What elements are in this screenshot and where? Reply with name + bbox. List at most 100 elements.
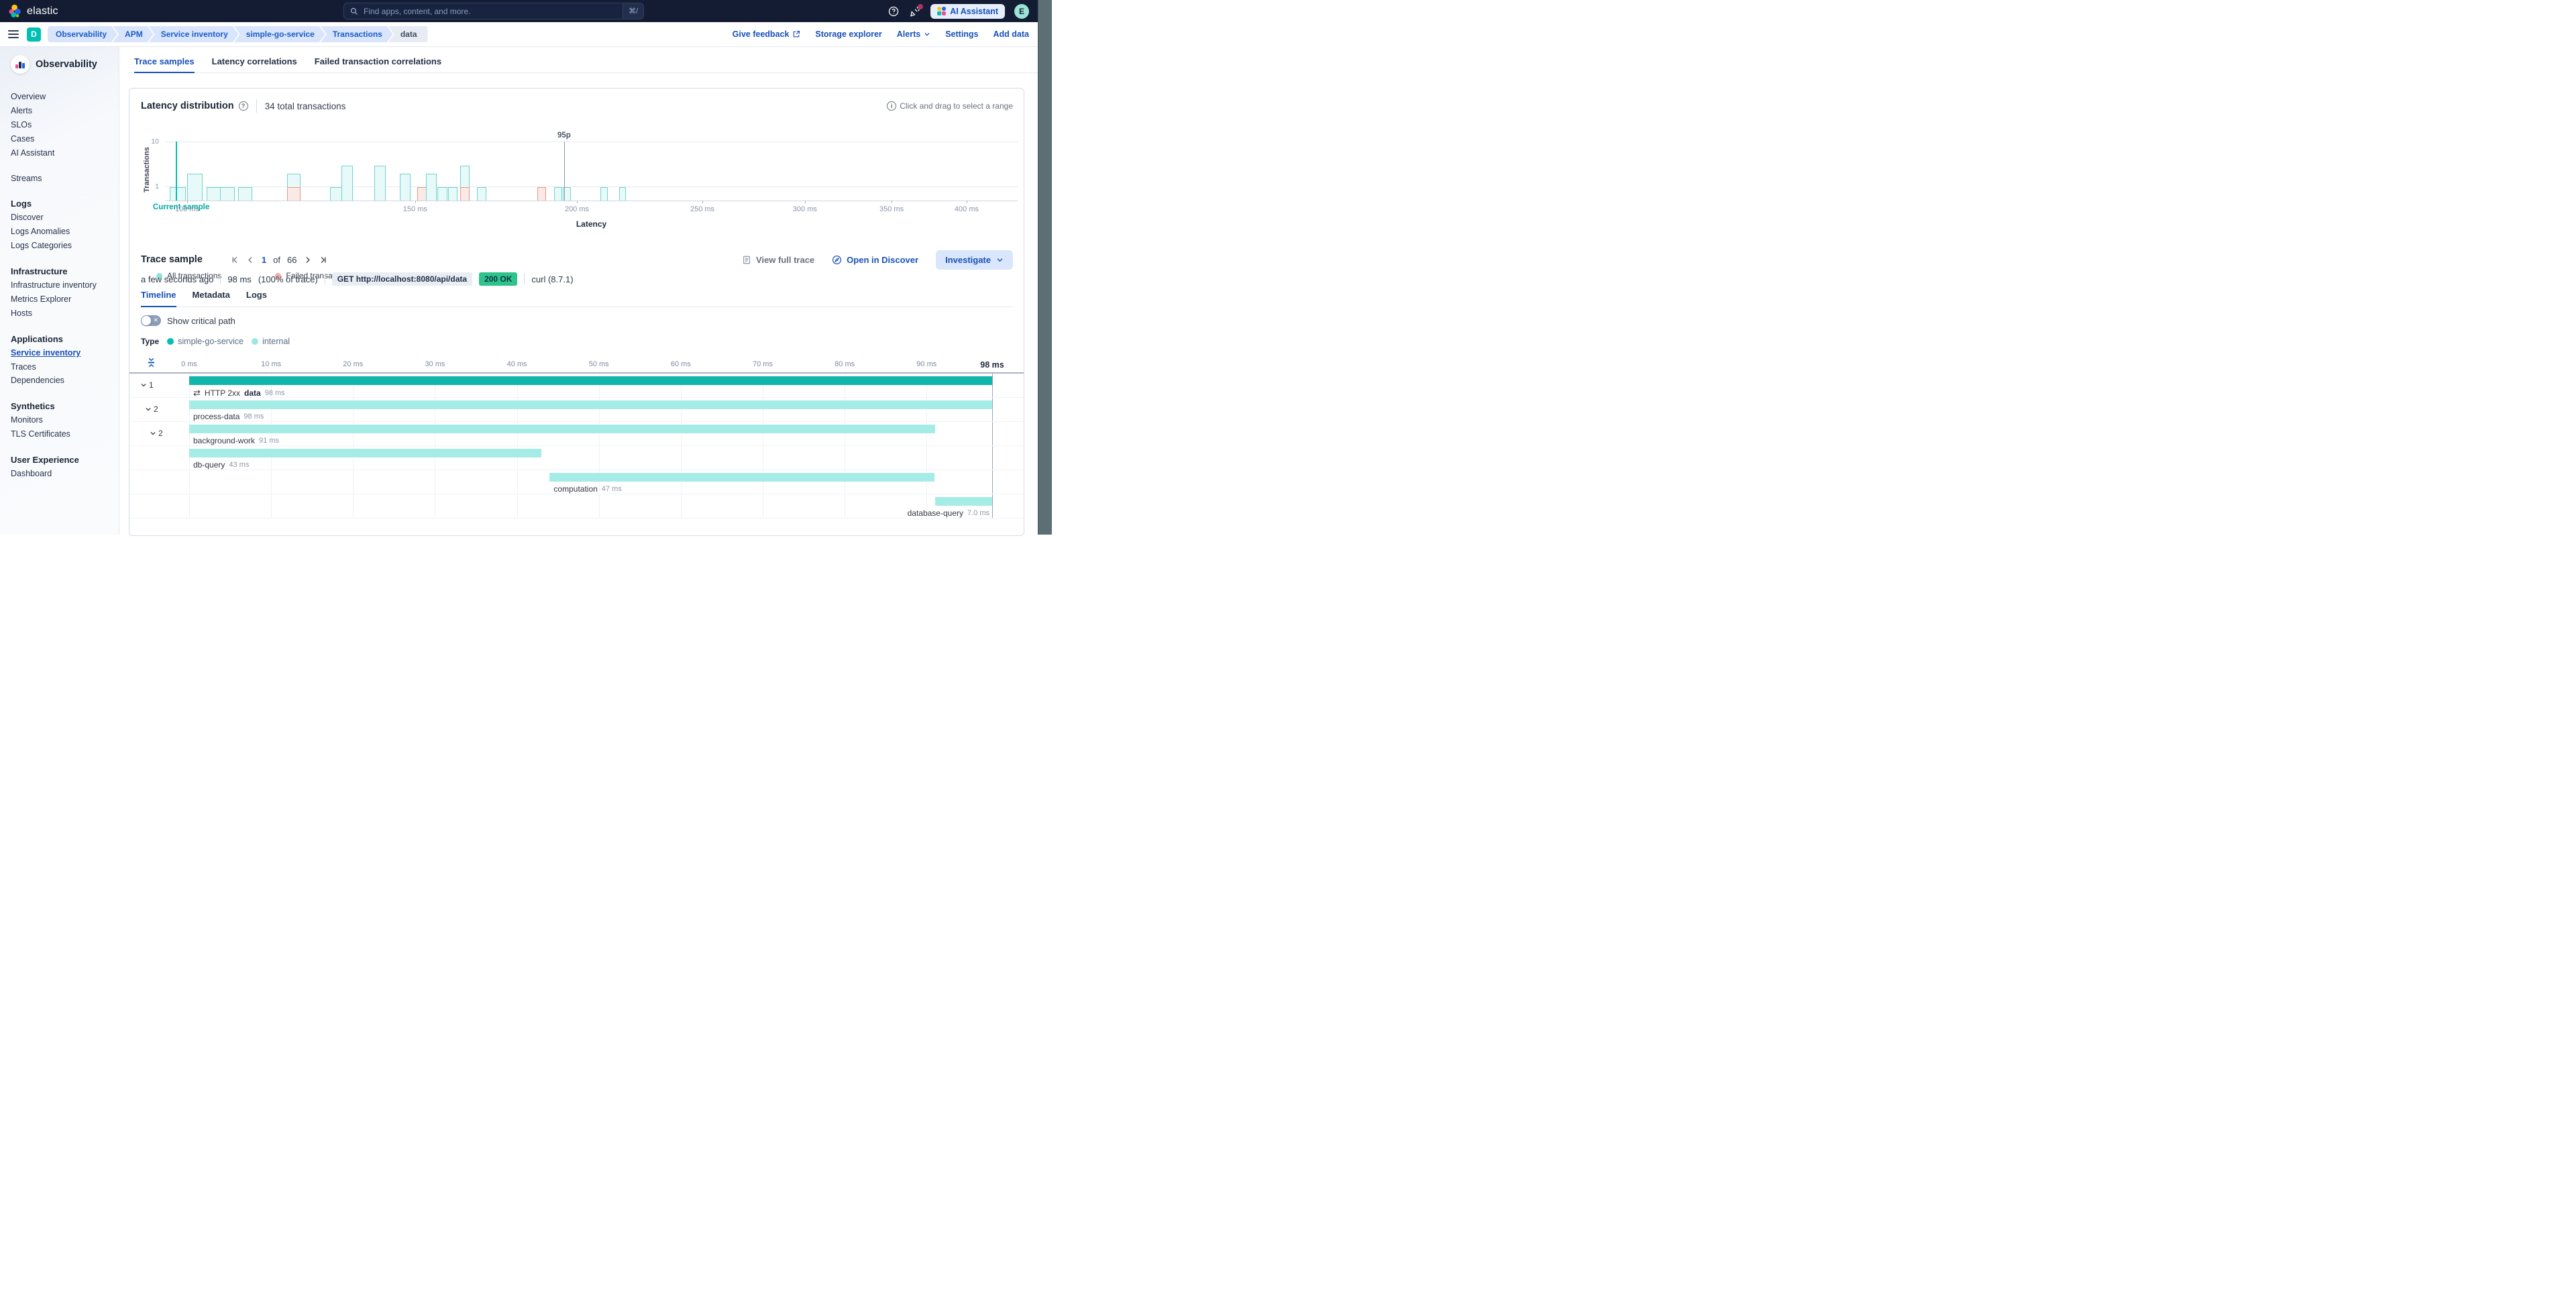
breadcrumb-apm[interactable]: APM [113, 26, 154, 42]
transaction-tabs: Trace samples Latency correlations Failed … [129, 54, 1038, 73]
last-page-button[interactable] [319, 256, 327, 264]
waterfall-axis-tick: 10 ms [261, 360, 281, 368]
waterfall-axis-tick: 90 ms [916, 360, 936, 368]
action-settings[interactable]: Settings [945, 30, 978, 39]
sidebar-item-alerts[interactable]: Alerts [11, 104, 108, 118]
legend-dot [167, 338, 174, 345]
info-icon: i [887, 101, 896, 111]
span-bar[interactable] [189, 425, 935, 433]
trace-tab-logs[interactable]: Logs [246, 290, 267, 307]
span-bar[interactable] [549, 473, 934, 482]
chevron-down-icon [150, 430, 156, 437]
scrollbar[interactable] [1038, 0, 1052, 535]
help-info-icon[interactable]: ? [239, 101, 248, 111]
news-feed-icon[interactable] [909, 5, 921, 17]
action-alerts[interactable]: Alerts [897, 30, 930, 39]
chevron-down-icon [145, 406, 152, 413]
sidebar-item-slos[interactable]: SLOs [11, 118, 108, 132]
tab-latency-correlations[interactable]: Latency correlations [212, 54, 297, 73]
sidebar-item-tls-certificates[interactable]: TLS Certificates [11, 427, 108, 441]
waterfall-row-database-query[interactable]: database-query7.0 ms [129, 494, 1024, 518]
action-storage-explorer[interactable]: Storage explorer [815, 30, 881, 39]
drag-hint-text: Click and drag to select a range [900, 101, 1013, 111]
row-toggle[interactable]: 2 [145, 404, 158, 414]
row-toggle[interactable]: 1 [140, 380, 154, 390]
sidebar-item-metrics-explorer[interactable]: Metrics Explorer [11, 292, 108, 307]
elastic-logo[interactable]: elastic [8, 4, 58, 18]
trace-tab-timeline[interactable]: Timeline [141, 290, 176, 307]
sidebar-section: OverviewAlertsSLOsCasesAI Assistant [11, 90, 108, 160]
waterfall-row-process-data[interactable]: 2process-data98 ms [129, 398, 1024, 422]
sidebar-header-applications: Applications [11, 332, 108, 346]
sidebar-item-infrastructure-inventory[interactable]: Infrastructure inventory [11, 278, 108, 292]
view-full-trace-button[interactable]: View full trace [742, 255, 814, 265]
sidebar-item-logs-anomalies[interactable]: Logs Anomalies [11, 225, 108, 239]
prev-page-button[interactable] [246, 256, 255, 264]
breadcrumb-observability[interactable]: Observability [48, 26, 117, 42]
span-bar[interactable] [189, 449, 541, 457]
type-legend-simple-go-service[interactable]: simple-go-service [167, 337, 244, 346]
waterfall-row-background-work[interactable]: 2background-work91 ms [129, 422, 1024, 446]
sidebar-item-discover[interactable]: Discover [11, 211, 108, 225]
span-bar[interactable] [189, 400, 992, 409]
breadcrumb-data[interactable]: data [388, 26, 428, 42]
histogram-bar [207, 187, 221, 201]
sidebar-item-logs-categories[interactable]: Logs Categories [11, 239, 108, 253]
waterfall-row-computation[interactable]: computation47 ms [129, 470, 1024, 494]
waterfall-row-db-query[interactable]: db-query43 ms [129, 446, 1024, 470]
row-toggle[interactable]: 2 [150, 429, 163, 438]
deployment-badge[interactable]: D [27, 28, 41, 42]
critical-path-label: Show critical path [167, 316, 235, 326]
waterfall-axis-end: 98 ms [980, 360, 1004, 370]
sidebar-item-hosts[interactable]: Hosts [11, 307, 108, 321]
open-in-discover-button[interactable]: Open in Discover [832, 255, 918, 265]
trace-duration: 98 ms [227, 274, 251, 284]
ai-assistant-button[interactable]: AI Assistant [930, 4, 1005, 19]
action-add-data[interactable]: Add data [994, 30, 1029, 39]
current-page: 1 [262, 255, 266, 265]
tab-trace-samples[interactable]: Trace samples [134, 54, 195, 73]
waterfall-row-data[interactable]: 1⇄HTTP 2xxdata98 ms [129, 374, 1024, 398]
histogram-bar [600, 187, 608, 201]
histogram-bar [554, 187, 562, 201]
user-avatar[interactable]: E [1014, 4, 1029, 19]
latency-distribution-chart[interactable]: 101TransactionsCurrent sample95p100 ms15… [129, 129, 1024, 248]
sidebar-item-service-inventory[interactable]: Service inventory [11, 346, 108, 360]
action-give-feedback[interactable]: Give feedback [733, 30, 801, 39]
menu-icon[interactable] [8, 30, 19, 38]
global-search-input[interactable]: Find apps, content, and more. ⌘/ [343, 3, 644, 19]
breadcrumb-transactions[interactable]: Transactions [321, 26, 393, 42]
sidebar-item-ai-assistant[interactable]: AI Assistant [11, 146, 108, 160]
histogram-bar [448, 187, 458, 201]
view-full-trace-label: View full trace [756, 255, 814, 265]
sidebar-item-dependencies[interactable]: Dependencies [11, 374, 108, 388]
sidebar-item-monitors[interactable]: Monitors [11, 413, 108, 427]
first-page-button[interactable] [231, 256, 239, 264]
divider [524, 274, 525, 284]
next-page-button[interactable] [303, 256, 312, 264]
help-icon[interactable] [888, 5, 900, 17]
sidebar-item-streams[interactable]: Streams [11, 171, 108, 185]
sidebar-item-dashboard[interactable]: Dashboard [11, 467, 108, 481]
breadcrumb-bar: D ObservabilityAPMService inventorysimpl… [0, 22, 1052, 47]
critical-path-toggle[interactable]: ✕ [141, 315, 161, 326]
investigate-button[interactable]: Investigate [936, 250, 1013, 270]
sidebar-section: LogsDiscoverLogs AnomaliesLogs Categorie… [11, 197, 108, 253]
tab-failed-transaction-correlations[interactable]: Failed transaction correlations [315, 54, 441, 73]
sidebar-item-cases[interactable]: Cases [11, 132, 108, 146]
span-label: db-query43 ms [193, 460, 249, 470]
trace-actions: View full trace Open in Discover Investi… [742, 250, 1013, 270]
breadcrumb-simple-go-service[interactable]: simple-go-service [234, 26, 325, 42]
sidebar-item-overview[interactable]: Overview [11, 90, 108, 104]
x-tick-label: 200 ms [565, 205, 589, 213]
span-bar[interactable] [189, 376, 992, 385]
sidebar-section: Streams [11, 171, 108, 185]
waterfall-axis-tick: 0 ms [181, 360, 197, 368]
type-legend-internal[interactable]: internal [252, 337, 290, 346]
trace-tab-metadata[interactable]: Metadata [193, 290, 230, 307]
sidebar-item-traces[interactable]: Traces [11, 360, 108, 374]
sidebar-section: SyntheticsMonitorsTLS Certificates [11, 399, 108, 441]
span-bar[interactable] [935, 497, 993, 506]
collapse-all-icon[interactable] [147, 358, 156, 371]
breadcrumb-service-inventory[interactable]: Service inventory [149, 26, 239, 42]
